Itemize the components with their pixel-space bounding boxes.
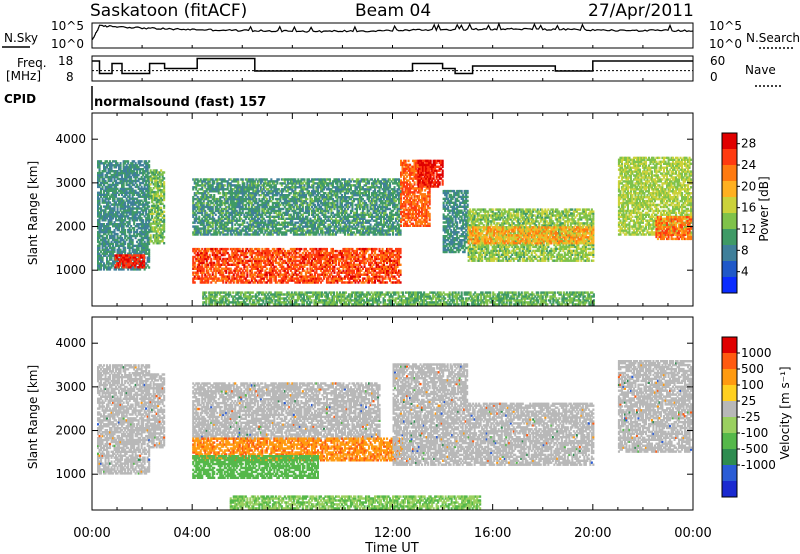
power-cell: [219, 192, 221, 194]
power-cell: [329, 178, 331, 180]
radar-title: Saskatoon (fitACF): [90, 1, 247, 21]
power-cell: [148, 249, 150, 251]
power-cell: [160, 207, 162, 209]
noise-tick-left-bottom: 10^0: [51, 37, 84, 51]
noise-panel: N.Sky 10^5 10^0 10^5 10^0 N.Search: [2, 19, 800, 51]
power-cell: [394, 186, 396, 188]
power-cell: [264, 220, 266, 222]
frequency-left-unit: [MHz]: [6, 69, 41, 83]
power-cell: [163, 177, 165, 179]
power-cell: [148, 205, 150, 207]
power-cell: [124, 247, 126, 249]
power-cell: [124, 229, 126, 231]
power-cell: [306, 198, 308, 200]
power-cell: [278, 178, 280, 180]
power-cell: [242, 178, 244, 180]
noise-left-label: N.Sky: [4, 31, 38, 45]
power-cell: [194, 281, 196, 283]
cpid-value: normalsound (fast) 157: [94, 95, 266, 110]
power-cell: [163, 205, 165, 207]
power-cell: [120, 162, 122, 164]
power-cell: [163, 211, 165, 213]
power-cell: [109, 227, 111, 229]
date-label: 27/Apr/2011: [588, 1, 694, 21]
power-cell: [127, 160, 129, 162]
beam-label: Beam 04: [355, 1, 431, 21]
power-cell: [163, 181, 165, 183]
power-cell: [224, 184, 226, 186]
power-cell: [198, 216, 200, 218]
power-cell: [163, 215, 165, 217]
frequency-panel: Freq. [MHz] 18 8 60 0 Nave: [6, 54, 781, 86]
power-cell: [210, 258, 212, 260]
power-cell: [237, 178, 239, 180]
noise-tick-right-top: 10^5: [709, 19, 742, 33]
power-heatmap-cells: [97, 157, 692, 306]
power-cell: [150, 234, 152, 236]
power-cell: [389, 233, 391, 235]
power-cell: [163, 236, 165, 238]
frequency-tick-right-bottom: 0: [710, 70, 718, 84]
frequency-left-label: Freq.: [17, 56, 47, 70]
noise-tick-right-bottom: 10^0: [709, 37, 742, 51]
frequency-tick-right-top: 60: [710, 54, 725, 68]
noise-panel-frame: [92, 23, 693, 48]
power-cell: [243, 182, 245, 184]
noise-sky-series: [92, 24, 693, 40]
power-cell: [132, 239, 134, 241]
power-cell: [123, 268, 125, 270]
power-cell: [148, 201, 150, 203]
power-cell: [163, 242, 165, 244]
power-cell: [148, 164, 150, 166]
power-cell: [143, 254, 145, 256]
power-cell: [400, 190, 402, 192]
power-cell: [148, 266, 150, 268]
power-cell: [367, 204, 369, 206]
power-cell: [400, 229, 402, 231]
frequency-series: [92, 59, 693, 74]
power-cell: [163, 171, 165, 173]
power-cell: [303, 178, 305, 180]
power-cell: [142, 219, 144, 221]
power-cell: [255, 198, 257, 200]
power-cell: [370, 224, 372, 226]
power-cell: [215, 214, 217, 216]
frequency-tick-left-bottom: 8: [66, 70, 74, 84]
noise-tick-left-top: 10^5: [51, 19, 84, 33]
power-cell: [213, 194, 215, 196]
power-cell: [148, 160, 150, 162]
power-cell: [117, 233, 119, 235]
power-cell: [209, 254, 211, 256]
power-cell: [100, 205, 102, 207]
noise-right-label: N.Search: [746, 31, 800, 45]
power-cell: [141, 160, 143, 162]
frequency-tick-left-top: 18: [58, 54, 73, 68]
cpid-label: CPID: [4, 92, 36, 106]
frequency-right-label: Nave: [745, 63, 776, 77]
